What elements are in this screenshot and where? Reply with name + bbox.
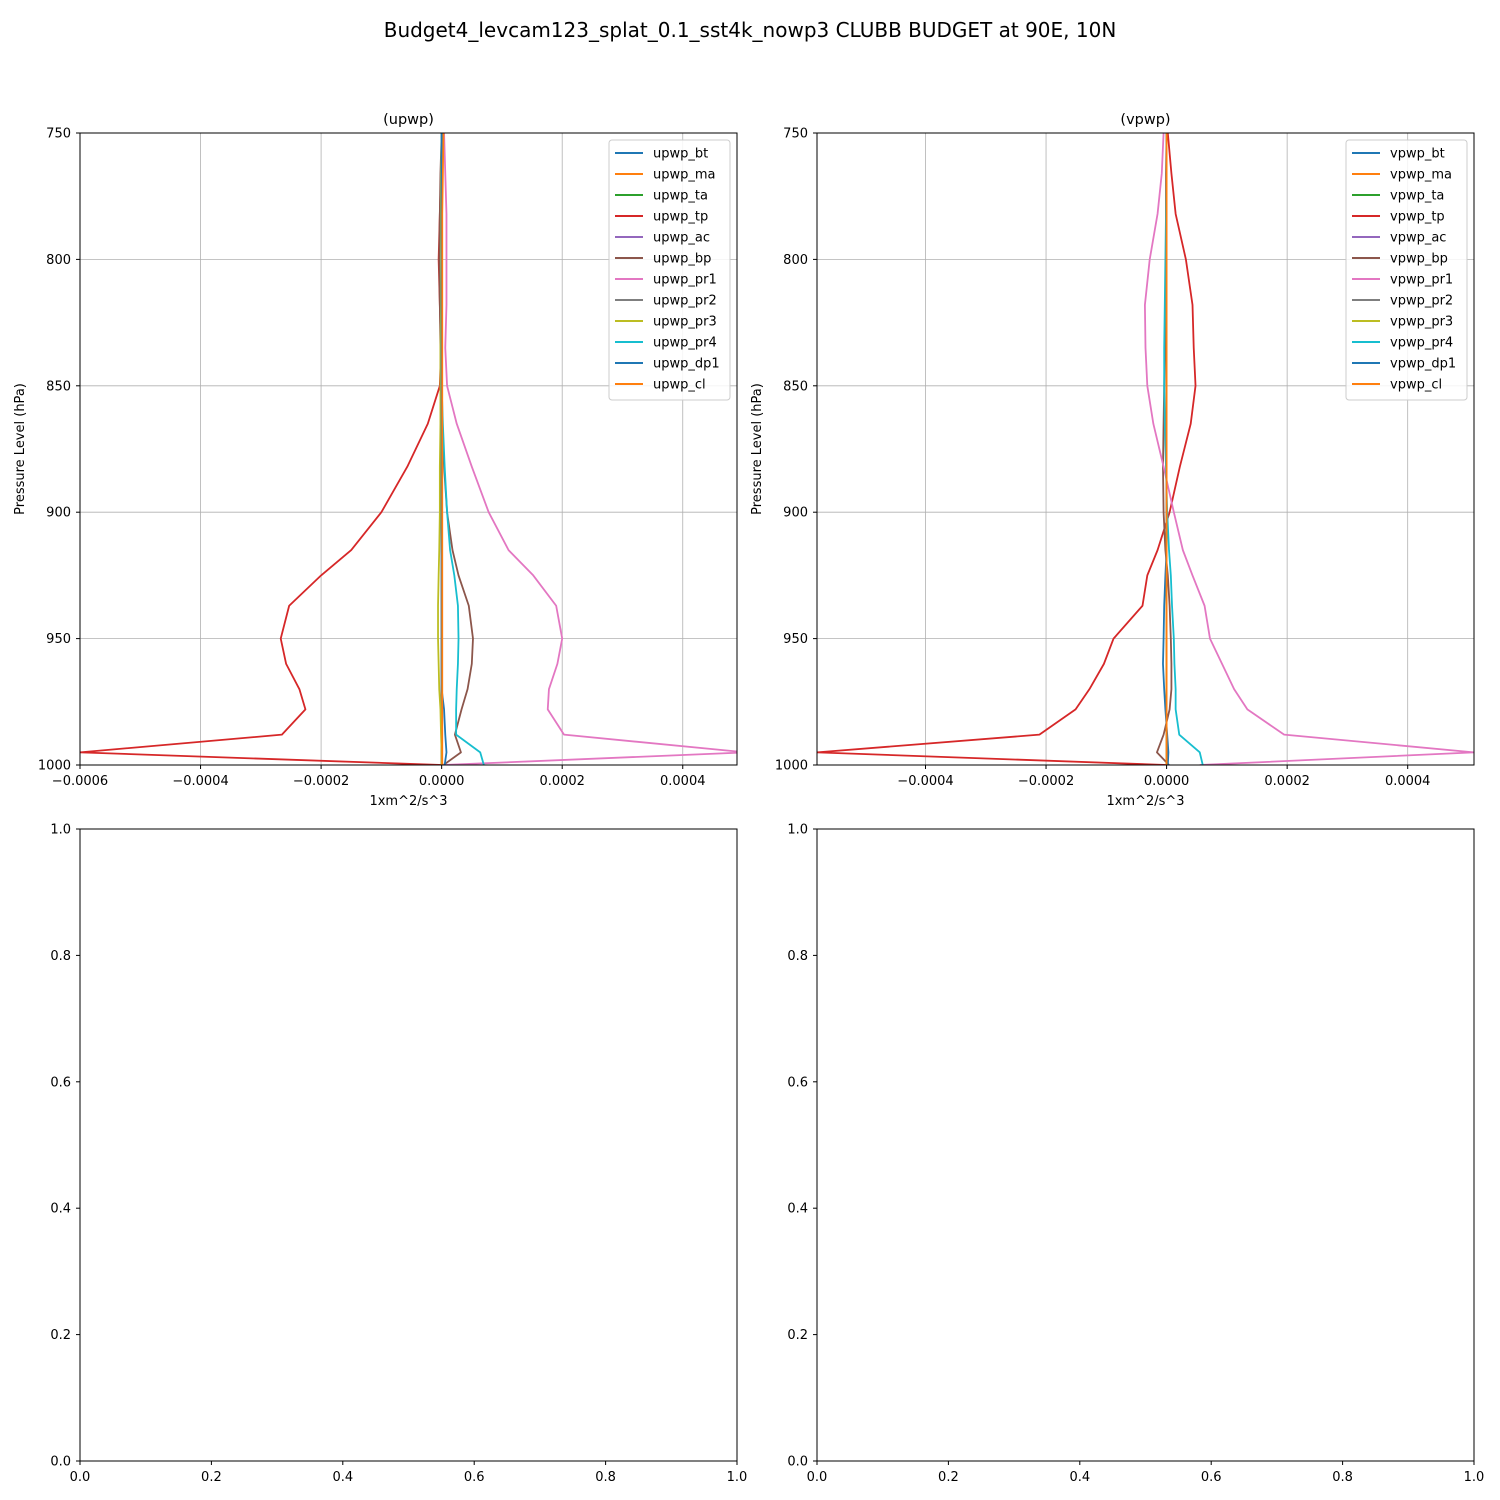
x-tick-label: 0.0002 [539, 774, 585, 789]
legend-entry: vpwp_bt [1390, 147, 1445, 162]
legend-entry: upwp_pr1 [653, 273, 717, 288]
x-tick-label: 0.0 [807, 1470, 828, 1485]
x-tick-label: 0.0000 [1144, 774, 1190, 789]
legend-entry: upwp_tp [653, 210, 708, 225]
series-group [817, 133, 1474, 765]
y-tick-label: 800 [783, 253, 808, 268]
legend-entry: vpwp_ma [1390, 168, 1452, 183]
y-tick-label: 750 [783, 127, 808, 142]
x-tick-label: 0.0000 [419, 774, 465, 789]
y-tick-label: 0.2 [50, 1328, 71, 1343]
legend-entry: upwp_pr2 [653, 294, 717, 309]
x-axis-label: 1xm^2/s^3 [1106, 794, 1184, 809]
x-tick-label: 0.2 [938, 1470, 959, 1485]
legend-box [1345, 139, 1468, 401]
legend-entry: vpwp_pr4 [1390, 336, 1453, 351]
legend-entry: upwp_bp [653, 252, 711, 267]
series-line-vpwp_pr4 [1163, 133, 1204, 765]
subplot-title: (vpwp) [1120, 112, 1170, 128]
y-tick-label: 0.6 [50, 1075, 71, 1090]
subplot-empty-bottom-right: 0.0 0.2 0.4 0.6 0.8 1.0 0.0 0.2 0.4 0.6 0.8 1.0 [787, 823, 1484, 1486]
y-tick-label: 850 [783, 379, 808, 394]
y-tick-label: 0.8 [50, 949, 71, 964]
x-tick-label: 0.6 [464, 1470, 485, 1485]
legend-entry: upwp_bt [653, 147, 708, 162]
x-tick-label: 0.4 [332, 1470, 353, 1485]
axes-frame [79, 828, 738, 1462]
y-tick-label: 0.0 [787, 1455, 808, 1470]
subplot-upwp: −0.0006 −0.0004 −0.0002 0.0000 0.0002 0.0004 7… [13, 112, 738, 809]
x-tick-label: 0.0004 [1385, 774, 1431, 789]
y-tick-label: 900 [46, 506, 71, 521]
legend-entry: vpwp_dp1 [1390, 357, 1456, 372]
x-tick-label: 0.8 [595, 1470, 616, 1485]
x-tick-label: 0.6 [1201, 1470, 1222, 1485]
subplot-vpwp: −0.0004 −0.0002 0.0000 0.0002 0.0004 750 800 85… [750, 112, 1475, 809]
legend-entry: vpwp_ta [1390, 189, 1444, 204]
series-line-upwp_pr1 [442, 133, 737, 765]
legend-entry: vpwp_ac [1390, 231, 1446, 246]
legend-entry: vpwp_pr2 [1390, 294, 1453, 309]
y-tick-label: 0.8 [787, 949, 808, 964]
figure-title: Budget4_levcam123_splat_0.1_sst4k_nowp3 … [384, 18, 1117, 42]
subplot-title: (upwp) [383, 112, 434, 128]
y-tick-label: 850 [46, 379, 71, 394]
y-tick-label: 0.0 [50, 1455, 71, 1470]
y-tick-label: 1.0 [50, 823, 71, 838]
legend-entry: upwp_pr4 [653, 336, 717, 351]
x-axis-label: 1xm^2/s^3 [369, 794, 447, 809]
legend-entry: upwp_ma [653, 168, 716, 183]
axes-frame [816, 132, 1475, 766]
x-tick-label: 0.0 [70, 1470, 91, 1485]
y-axis-label: Pressure Level (hPa) [13, 383, 28, 515]
y-tick-label: 900 [783, 506, 808, 521]
y-tick-label: 1000 [775, 759, 808, 774]
axes-frame [816, 828, 1475, 1462]
legend-entry: upwp_cl [653, 378, 706, 393]
legend-entry: upwp_pr3 [653, 315, 717, 330]
y-tick-label: 950 [46, 632, 71, 647]
x-tick-label: −0.0002 [293, 774, 349, 789]
y-tick-label: 800 [46, 253, 71, 268]
legend-entry: vpwp_bp [1390, 252, 1448, 267]
x-tick-label: 0.2 [201, 1470, 222, 1485]
y-tick-label: 0.6 [787, 1075, 808, 1090]
legend-entry: upwp_ac [653, 231, 710, 246]
y-tick-label: 750 [46, 127, 71, 142]
x-tick-label: −0.0006 [52, 774, 108, 789]
series-line-vpwp_pr1 [1144, 133, 1474, 765]
x-tick-label: 0.8 [1332, 1470, 1353, 1485]
legend-entry: upwp_dp1 [653, 357, 720, 372]
legend-entry: upwp_ta [653, 189, 708, 204]
legend-box [608, 139, 731, 401]
series-group [80, 133, 737, 765]
legend-entry: vpwp_tp [1390, 210, 1445, 225]
y-axis-label: Pressure Level (hPa) [750, 383, 765, 515]
x-tick-label: −0.0004 [897, 774, 953, 789]
x-tick-label: −0.0002 [1018, 774, 1074, 789]
x-tick-label: 0.4 [1069, 1470, 1090, 1485]
legend-entry: vpwp_pr1 [1390, 273, 1453, 288]
y-tick-label: 0.4 [787, 1202, 808, 1217]
x-tick-label: 1.0 [727, 1470, 748, 1485]
x-tick-label: 0.0004 [660, 774, 706, 789]
y-tick-label: 950 [783, 632, 808, 647]
legend-entry: vpwp_cl [1390, 378, 1442, 393]
axes-frame [79, 132, 738, 766]
legend: vpwp_bt vpwp_ma vpwp_ta vpwp_tp vpwp_ac vpwp_… [1345, 139, 1468, 401]
y-tick-label: 0.2 [787, 1328, 808, 1343]
subplot-empty-bottom-left: 0.0 0.2 0.4 0.6 0.8 1.0 0.0 0.2 0.4 0.6 0.8 1.0 [50, 823, 747, 1486]
series-line-upwp_bp [438, 133, 474, 765]
y-tick-label: 1.0 [787, 823, 808, 838]
y-tick-label: 1000 [38, 759, 71, 774]
x-tick-label: −0.0004 [172, 774, 228, 789]
legend: upwp_bt upwp_ma upwp_ta upwp_tp upwp_ac upwp_… [608, 139, 731, 401]
legend-entry: vpwp_pr3 [1390, 315, 1453, 330]
y-tick-label: 0.4 [50, 1202, 71, 1217]
series-line-upwp_cl [441, 133, 445, 765]
x-tick-label: 0.0002 [1264, 774, 1310, 789]
x-tick-label: 1.0 [1464, 1470, 1485, 1485]
